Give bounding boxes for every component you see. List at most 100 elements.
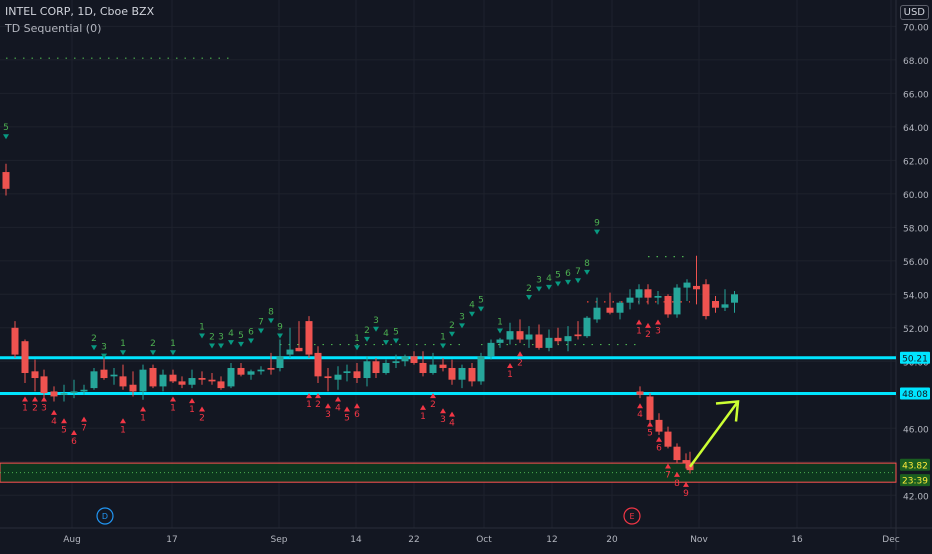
td-sell-arrow — [575, 278, 581, 284]
price-label-text: 50.21 — [902, 354, 928, 364]
candle-body — [119, 376, 127, 387]
price-label-text: 48.08 — [902, 390, 928, 400]
td-buy-arrow — [655, 319, 661, 325]
td-buy-count: 7 — [665, 470, 671, 480]
td-buy-count: 1 — [170, 404, 176, 414]
candle-body — [626, 297, 634, 303]
symbol-title[interactable]: INTEL CORP, 1D, Cboe BZX — [5, 5, 155, 18]
td-sell-count: 9 — [277, 322, 283, 332]
td-sell-count: 5 — [478, 296, 484, 306]
x-tick-label: Oct — [476, 535, 492, 545]
td-buy-arrow — [140, 406, 146, 412]
td-sell-arrow — [555, 281, 561, 287]
event-marker — [96, 507, 114, 525]
td-buy-arrow — [315, 393, 321, 399]
candle-body — [208, 379, 216, 382]
candle-body — [564, 336, 572, 342]
price-label-box — [900, 351, 930, 364]
candle-body — [372, 361, 380, 374]
candle-body — [2, 172, 10, 189]
td-sell-arrow — [354, 345, 360, 351]
candle-body — [458, 367, 466, 380]
td-sell-count: 5 — [393, 327, 399, 337]
y-tick-label: 68.00 — [903, 57, 929, 67]
candle-body — [382, 362, 390, 374]
candle-body — [487, 342, 495, 357]
candle-body — [334, 374, 342, 380]
td-buy-count: 2 — [430, 400, 436, 410]
td-sell-count: 8 — [268, 307, 274, 317]
x-tick-label: Aug — [63, 535, 81, 545]
td-buy-count: 3 — [655, 326, 661, 336]
candle-body — [574, 334, 582, 337]
candle-body — [295, 347, 303, 352]
td-sell-arrow — [546, 284, 552, 290]
event-marker-label: D — [102, 512, 108, 521]
candle-body — [353, 371, 361, 379]
td-buy-count: 5 — [344, 414, 350, 424]
x-tick-label: 17 — [166, 535, 177, 545]
td-buy-arrow — [507, 363, 513, 369]
currency-badge[interactable]: USD — [899, 5, 929, 20]
td-sell-arrow — [170, 350, 176, 356]
candle-body — [593, 307, 601, 320]
td-sell-count: 2 — [526, 284, 532, 294]
td-sell-arrow — [101, 353, 107, 359]
candle-body — [257, 369, 265, 372]
candle-body — [496, 339, 504, 343]
candle-body — [11, 327, 19, 355]
candle-body — [276, 356, 284, 368]
y-tick-label: 42.00 — [903, 492, 929, 502]
candle-body — [50, 391, 58, 397]
td-buy-count: 9 — [683, 489, 689, 499]
td-buy-count: 1 — [636, 326, 642, 336]
y-tick-label: 66.00 — [903, 90, 929, 100]
candle-body — [673, 446, 681, 461]
td-buy-arrow — [440, 408, 446, 414]
candle-body — [237, 367, 245, 375]
td-sell-count: 4 — [546, 274, 552, 284]
td-sell-count: 4 — [469, 301, 475, 311]
td-buy-arrow — [354, 403, 360, 409]
td-sell-count: 5 — [555, 271, 561, 281]
td-sell-count: 3 — [218, 333, 224, 343]
td-buy-count: 1 — [420, 412, 426, 422]
td-sell-arrow — [536, 286, 542, 292]
price-label-box — [900, 458, 930, 471]
td-sell-arrow — [449, 331, 455, 337]
td-sell-arrow — [594, 229, 600, 235]
candle-body — [721, 304, 729, 308]
td-sell-count: 6 — [248, 327, 254, 337]
candle-body — [439, 364, 447, 368]
y-tick-label: 70.00 — [903, 23, 929, 33]
candle-body — [149, 367, 157, 387]
td-sell-count: 2 — [209, 333, 215, 343]
td-sell-count: 2 — [364, 326, 370, 336]
td-sell-count: 9 — [594, 219, 600, 229]
td-buy-arrow — [22, 396, 28, 402]
y-tick-label: 62.00 — [903, 157, 929, 167]
candle-body — [267, 367, 275, 370]
td-buy-count: 1 — [507, 370, 513, 380]
td-buy-arrow — [647, 421, 653, 427]
td-sell-arrow — [373, 326, 379, 332]
td-buy-arrow — [120, 418, 126, 424]
candle-body — [535, 334, 543, 348]
td-sell-arrow — [268, 318, 274, 324]
td-buy-arrow — [325, 403, 331, 409]
td-sell-count: 2 — [150, 339, 156, 349]
candle-body — [40, 376, 48, 394]
indicator-label[interactable]: TD Sequential (0) — [5, 22, 102, 35]
price-label-text: 43.82 — [902, 461, 928, 471]
td-buy-arrow — [636, 319, 642, 325]
candle-body — [90, 371, 98, 389]
td-sell-count: 1 — [354, 334, 360, 344]
y-tick-label: 52.00 — [903, 325, 929, 335]
td-sell-arrow — [120, 350, 126, 356]
td-buy-arrow — [517, 351, 523, 357]
td-sell-arrow — [393, 338, 399, 344]
td-buy-count: 6 — [656, 444, 662, 454]
